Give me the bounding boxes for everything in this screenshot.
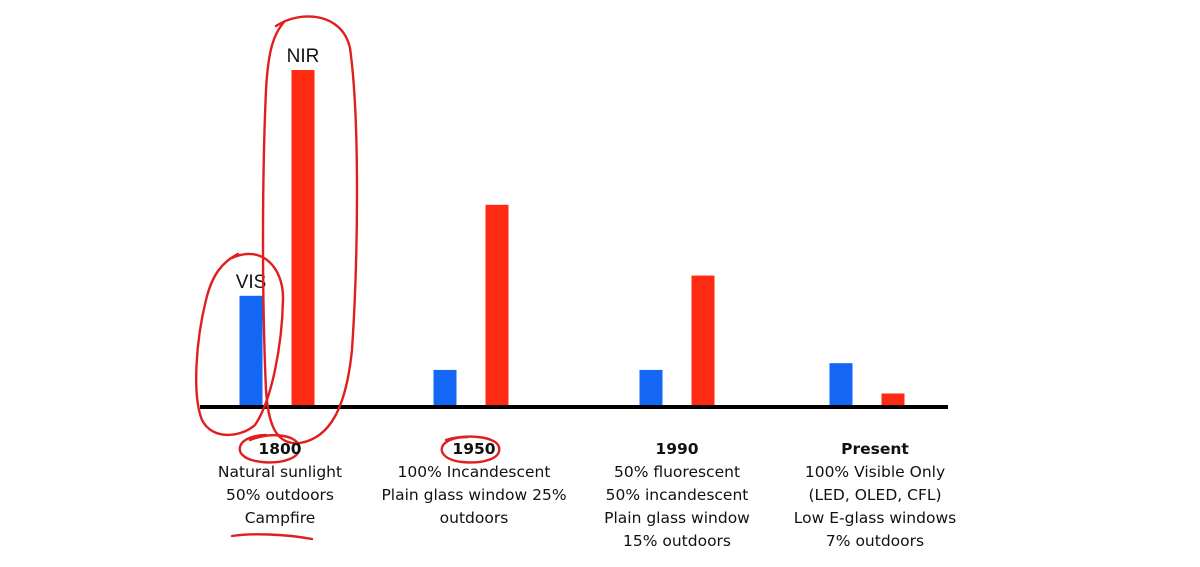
category-line: Plain glass window 25% — [381, 486, 567, 504]
category-line: 15% outdoors — [622, 532, 731, 550]
handwritten-annotations — [195, 15, 501, 541]
category-line: 50% outdoors — [225, 486, 334, 504]
bar-vis-present — [829, 363, 853, 407]
bar-nir-1990 — [691, 275, 715, 407]
category-line: outdoors — [439, 509, 509, 527]
bar-nir-1800 — [291, 70, 315, 407]
bar-vis-1950 — [433, 369, 457, 407]
bars-group — [239, 70, 905, 407]
category-year: Present — [841, 440, 909, 458]
category-label-1990: 1990 50% fluorescent 50% incandescent Pl… — [557, 438, 797, 553]
category-line: Natural sunlight — [217, 463, 343, 481]
bar-vis-1800 — [239, 295, 263, 407]
category-line: 100% Visible Only — [804, 463, 946, 481]
category-line: Low E-glass windows — [793, 509, 957, 527]
category-line: Campfire — [244, 509, 316, 527]
bar-nir-1950 — [485, 204, 509, 407]
category-year: 1800 — [258, 440, 302, 458]
annotation-circle-1800 — [238, 433, 301, 464]
annotation-underline-campfire — [230, 533, 314, 541]
category-line: 50% fluorescent — [613, 463, 741, 481]
category-label-1800: 1800 Natural sunlight 50% outdoors Campf… — [160, 438, 400, 530]
category-line: (LED, OLED, CFL) — [808, 486, 942, 504]
series-label-vis: VIS — [236, 272, 267, 293]
category-line: 100% Incandescent — [397, 463, 551, 481]
bar-nir-present — [881, 393, 905, 407]
bar-vis-1990 — [639, 369, 663, 407]
series-label-nir: NIR — [287, 46, 320, 67]
category-year: 1950 — [452, 440, 496, 458]
category-line: 7% outdoors — [825, 532, 925, 550]
annotation-circle-nir — [261, 15, 359, 445]
category-year: 1990 — [655, 440, 699, 458]
category-label-present: Present 100% Visible Only (LED, OLED, CF… — [755, 438, 995, 553]
annotation-circle-vis — [195, 252, 285, 437]
category-line: 50% incandescent — [605, 486, 749, 504]
annotation-circle-1950 — [440, 435, 501, 464]
category-label-1950: 1950 100% Incandescent Plain glass windo… — [354, 438, 594, 530]
category-line: Plain glass window — [604, 509, 750, 527]
